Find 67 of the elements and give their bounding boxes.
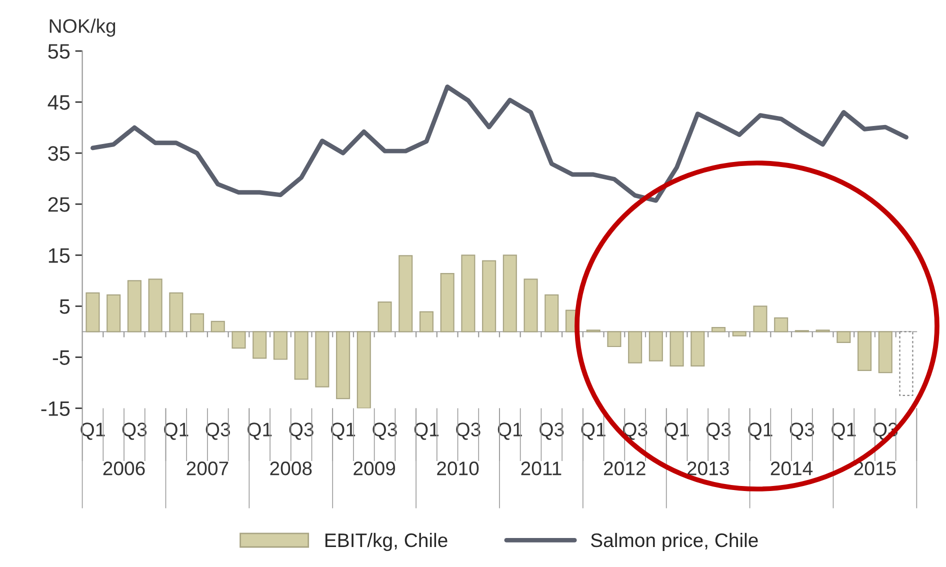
bar [190, 313, 204, 332]
bar [878, 331, 892, 374]
text: 2009 [354, 462, 396, 476]
bar [753, 306, 768, 332]
legend-label: Salmon price, Chile [590, 532, 758, 552]
bar [419, 311, 434, 332]
bar [648, 331, 663, 362]
bar [670, 331, 684, 366]
y-tick-label: 15 [48, 248, 70, 263]
x-tick-label: Q1 [248, 422, 272, 440]
bar [440, 272, 454, 332]
bar [607, 331, 622, 348]
bar [169, 292, 184, 332]
bar [232, 331, 246, 349]
bar [106, 294, 121, 332]
text: 2012 [604, 462, 646, 476]
bar [378, 302, 392, 332]
x-tick-label: Q3 [122, 422, 147, 440]
y-tick-label: 25 [48, 197, 70, 212]
y-tick-label: 55 [48, 44, 70, 59]
x-tick-label: Q1 [581, 422, 606, 440]
bar [690, 331, 705, 366]
bar [315, 331, 330, 388]
x-tick-label: Q1 [664, 422, 689, 440]
bar [899, 331, 914, 396]
text: 2006 [103, 462, 145, 476]
bar [544, 294, 559, 332]
bar [711, 327, 726, 332]
text: 2008 [270, 462, 312, 476]
y-axis-title: NOK/kg [50, 18, 116, 37]
x-tick-label: Q1 [498, 422, 522, 440]
x-tick-label: Q3 [790, 422, 814, 440]
bar [356, 331, 371, 408]
bar [774, 317, 788, 332]
y-tick-label: -5 [52, 350, 70, 365]
y-tick-label: 45 [48, 95, 70, 110]
x-tick-label: Q3 [540, 422, 564, 440]
text: 2010 [437, 462, 479, 476]
bar [273, 331, 288, 360]
y-tick-label: 5 [60, 299, 70, 314]
bar [86, 292, 100, 332]
bar [732, 331, 746, 336]
bar [398, 255, 413, 332]
bar [836, 331, 851, 343]
text: 2011 [521, 462, 562, 476]
bar [336, 331, 350, 400]
y-tick-label: -15 [41, 401, 70, 416]
y-tick-label: 35 [48, 146, 70, 161]
text: 2014 [770, 462, 813, 476]
x-tick-label: Q1 [330, 422, 356, 440]
bar [524, 278, 538, 332]
legend-label: EBIT/kg, Chile [325, 532, 448, 552]
bar [858, 331, 872, 372]
bar [210, 320, 225, 332]
x-tick-label: Q3 [206, 422, 230, 440]
bar [148, 278, 162, 332]
text: 2007 [186, 462, 228, 476]
bar [502, 254, 517, 332]
bar [252, 331, 267, 359]
bar [294, 331, 308, 380]
line-series [90, 84, 908, 203]
bar [127, 280, 142, 332]
text: 2013 [687, 462, 729, 476]
bar [628, 331, 642, 364]
bar [482, 260, 496, 332]
bar [461, 254, 476, 332]
x-tick-label: Q3 [706, 422, 731, 440]
